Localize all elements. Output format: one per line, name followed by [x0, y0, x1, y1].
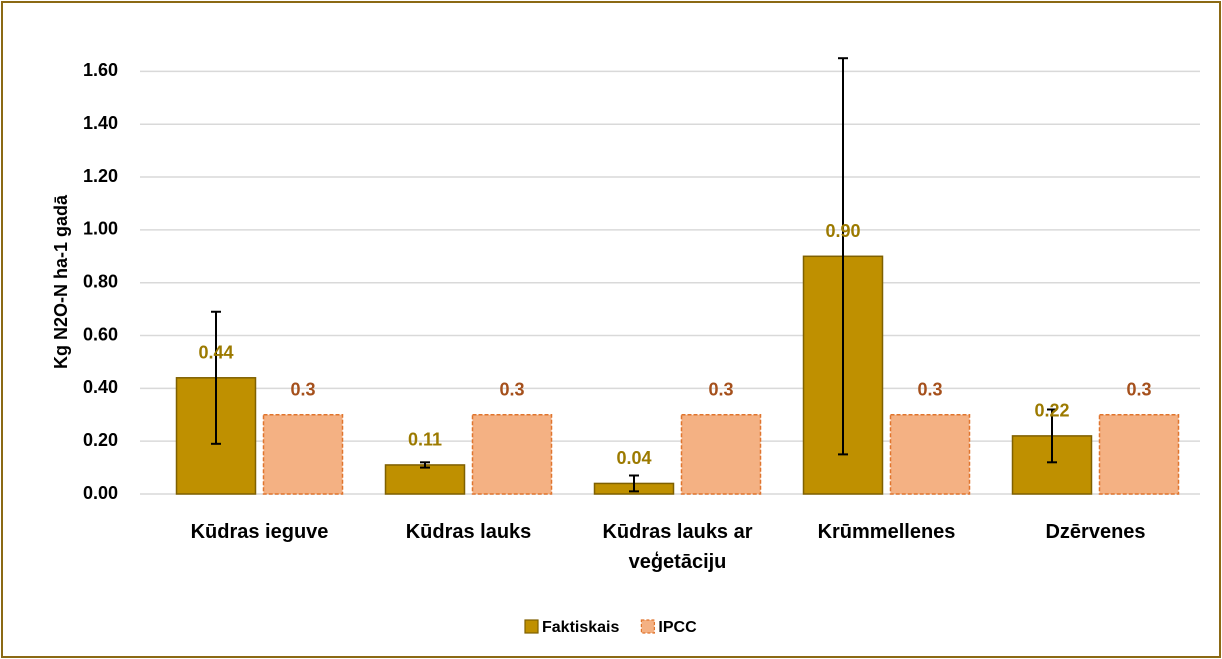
- y-tick-label: 0.00: [83, 483, 118, 503]
- legend-label: Faktiskais: [542, 619, 619, 636]
- x-tick-label: Kūdras lauks ar veģetāciju: [602, 521, 753, 573]
- data-label: 0.11: [408, 430, 442, 450]
- x-tick-label: Krūmmellenes: [817, 521, 956, 543]
- y-tick-label: 1.20: [83, 166, 118, 186]
- y-tick-label: 1.40: [83, 113, 118, 133]
- data-label: 0.3: [917, 380, 942, 400]
- error-bar: [629, 474, 639, 493]
- y-tick-label: 1.60: [83, 60, 118, 80]
- data-label: 0.3: [499, 380, 524, 400]
- y-tick-label: 0.80: [83, 271, 118, 291]
- legend-label: IPCC: [658, 619, 697, 636]
- data-label: 0.90: [825, 221, 860, 241]
- y-tick-label: 0.20: [83, 430, 118, 450]
- error-bar: [211, 310, 221, 445]
- data-label: 0.3: [708, 380, 733, 400]
- y-tick-label: 0.60: [83, 324, 118, 344]
- x-tick-label: Kūdras lauks: [405, 521, 532, 543]
- data-label: 0.04: [616, 448, 651, 468]
- legend-swatch: [640, 619, 655, 634]
- bar: [889, 414, 971, 495]
- y-tick-label: 0.40: [83, 377, 118, 397]
- bar: [680, 414, 762, 495]
- x-tick-label: Kūdras ieguve: [190, 521, 329, 543]
- error-bar: [838, 57, 848, 456]
- bar: [471, 414, 553, 495]
- data-label: 0.3: [1126, 380, 1151, 400]
- y-tick-label: 1.00: [83, 219, 118, 239]
- bar: [1098, 414, 1180, 495]
- error-bar: [1047, 408, 1057, 464]
- error-bar: [420, 461, 430, 469]
- y-axis-label: Kg N2O-N ha-1 gadā: [51, 194, 71, 369]
- data-label: 0.3: [290, 380, 315, 400]
- bar: [262, 414, 344, 495]
- x-tick-label: Dzērvenes: [1045, 521, 1146, 543]
- data-label: 0.44: [198, 343, 233, 363]
- legend-swatch: [524, 619, 539, 634]
- bar: [384, 464, 466, 495]
- data-label: 0.22: [1034, 401, 1069, 421]
